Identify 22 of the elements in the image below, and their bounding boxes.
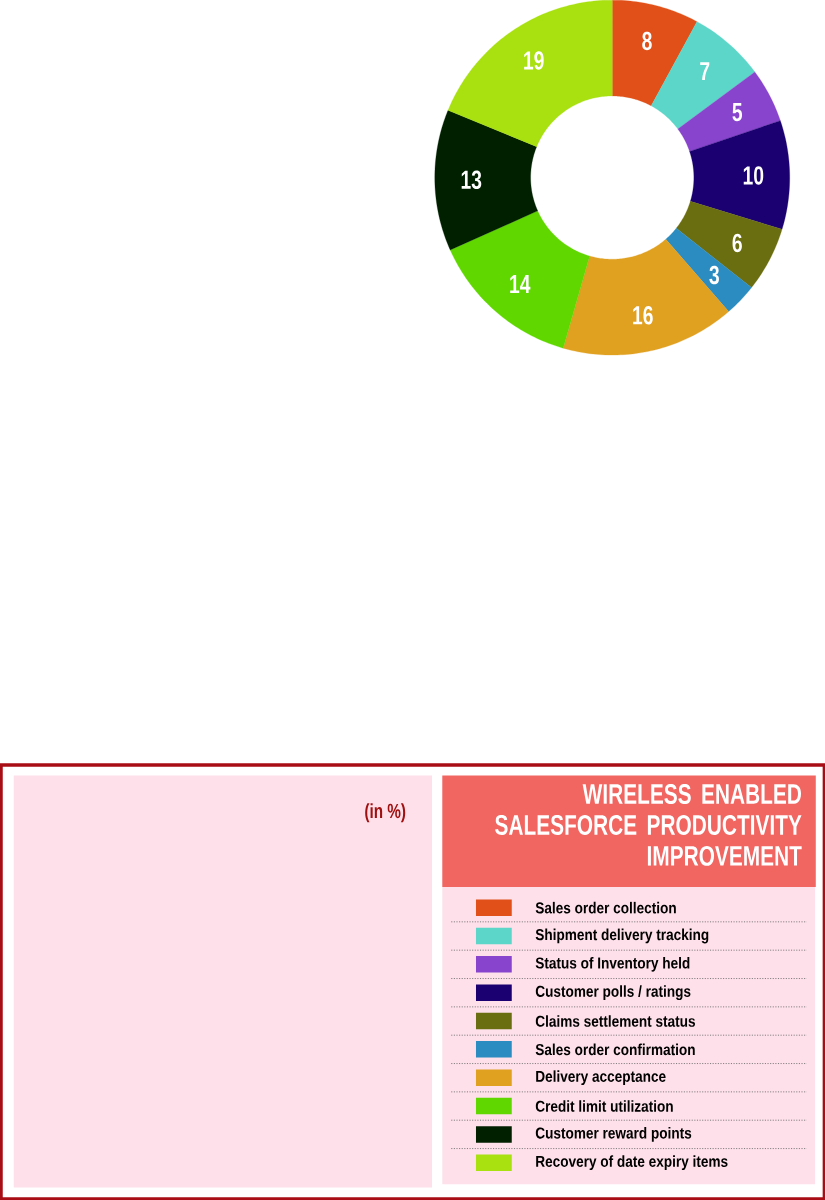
- data-label: 5: [732, 103, 742, 122]
- data-label: 19: [523, 51, 544, 70]
- text: (in %): [364, 803, 405, 823]
- legend-label: Claims settlement status: [535, 1015, 695, 1027]
- legend-label: Customer reward points: [535, 1127, 691, 1142]
- data-label: 13: [461, 170, 482, 190]
- data-label: 16: [632, 306, 653, 325]
- legend-label: Sales order confirmation: [535, 1043, 695, 1056]
- legend-label: Recovery of date expiry items: [535, 1155, 728, 1171]
- data-label: 6: [732, 233, 742, 253]
- text: WIRELESS ENABLED SALESFORCE PRODUCTIVITY IMPROVEMENT: [494, 784, 802, 866]
- data-label: 3: [709, 265, 719, 285]
- data-label: 7: [700, 62, 710, 81]
- data-label: 10: [743, 166, 764, 185]
- legend-label: Credit limit utilization: [535, 1100, 673, 1112]
- legend-label: Status of Inventory held: [535, 956, 690, 972]
- legend-label: Sales order collection: [535, 901, 676, 914]
- legend-label: Delivery acceptance: [535, 1070, 666, 1086]
- legend-label: Customer polls / ratings: [535, 985, 691, 1001]
- legend-label: Shipment delivery tracking: [535, 928, 709, 944]
- data-label: 8: [642, 31, 652, 51]
- data-label: 14: [509, 275, 531, 294]
